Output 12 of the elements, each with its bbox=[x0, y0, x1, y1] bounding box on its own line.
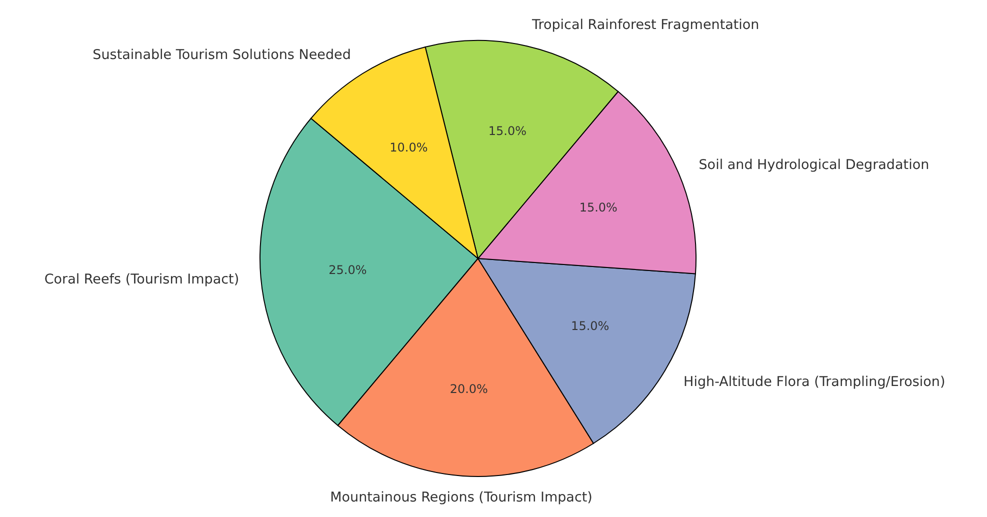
data-label: 15.0% bbox=[571, 318, 610, 333]
slice-label: Mountainous Regions (Tourism Impact) bbox=[330, 490, 592, 506]
data-label: 20.0% bbox=[450, 382, 488, 396]
slice-label: High-Altitude Flora (Trampling/Erosion) bbox=[684, 374, 946, 390]
data-label: 15.0% bbox=[488, 124, 526, 138]
data-label: 10.0% bbox=[390, 140, 428, 155]
slice-label: Tropical Rainforest Fragmentation bbox=[530, 16, 760, 33]
slice-label: Sustainable Tourism Solutions Needed bbox=[92, 47, 351, 64]
slice-label: Soil and Hydrological Degradation bbox=[698, 156, 930, 173]
slice-label: Coral Reefs (Tourism Impact) bbox=[44, 271, 240, 288]
data-label: 25.0% bbox=[328, 262, 367, 277]
data-label: 15.0% bbox=[579, 200, 618, 214]
